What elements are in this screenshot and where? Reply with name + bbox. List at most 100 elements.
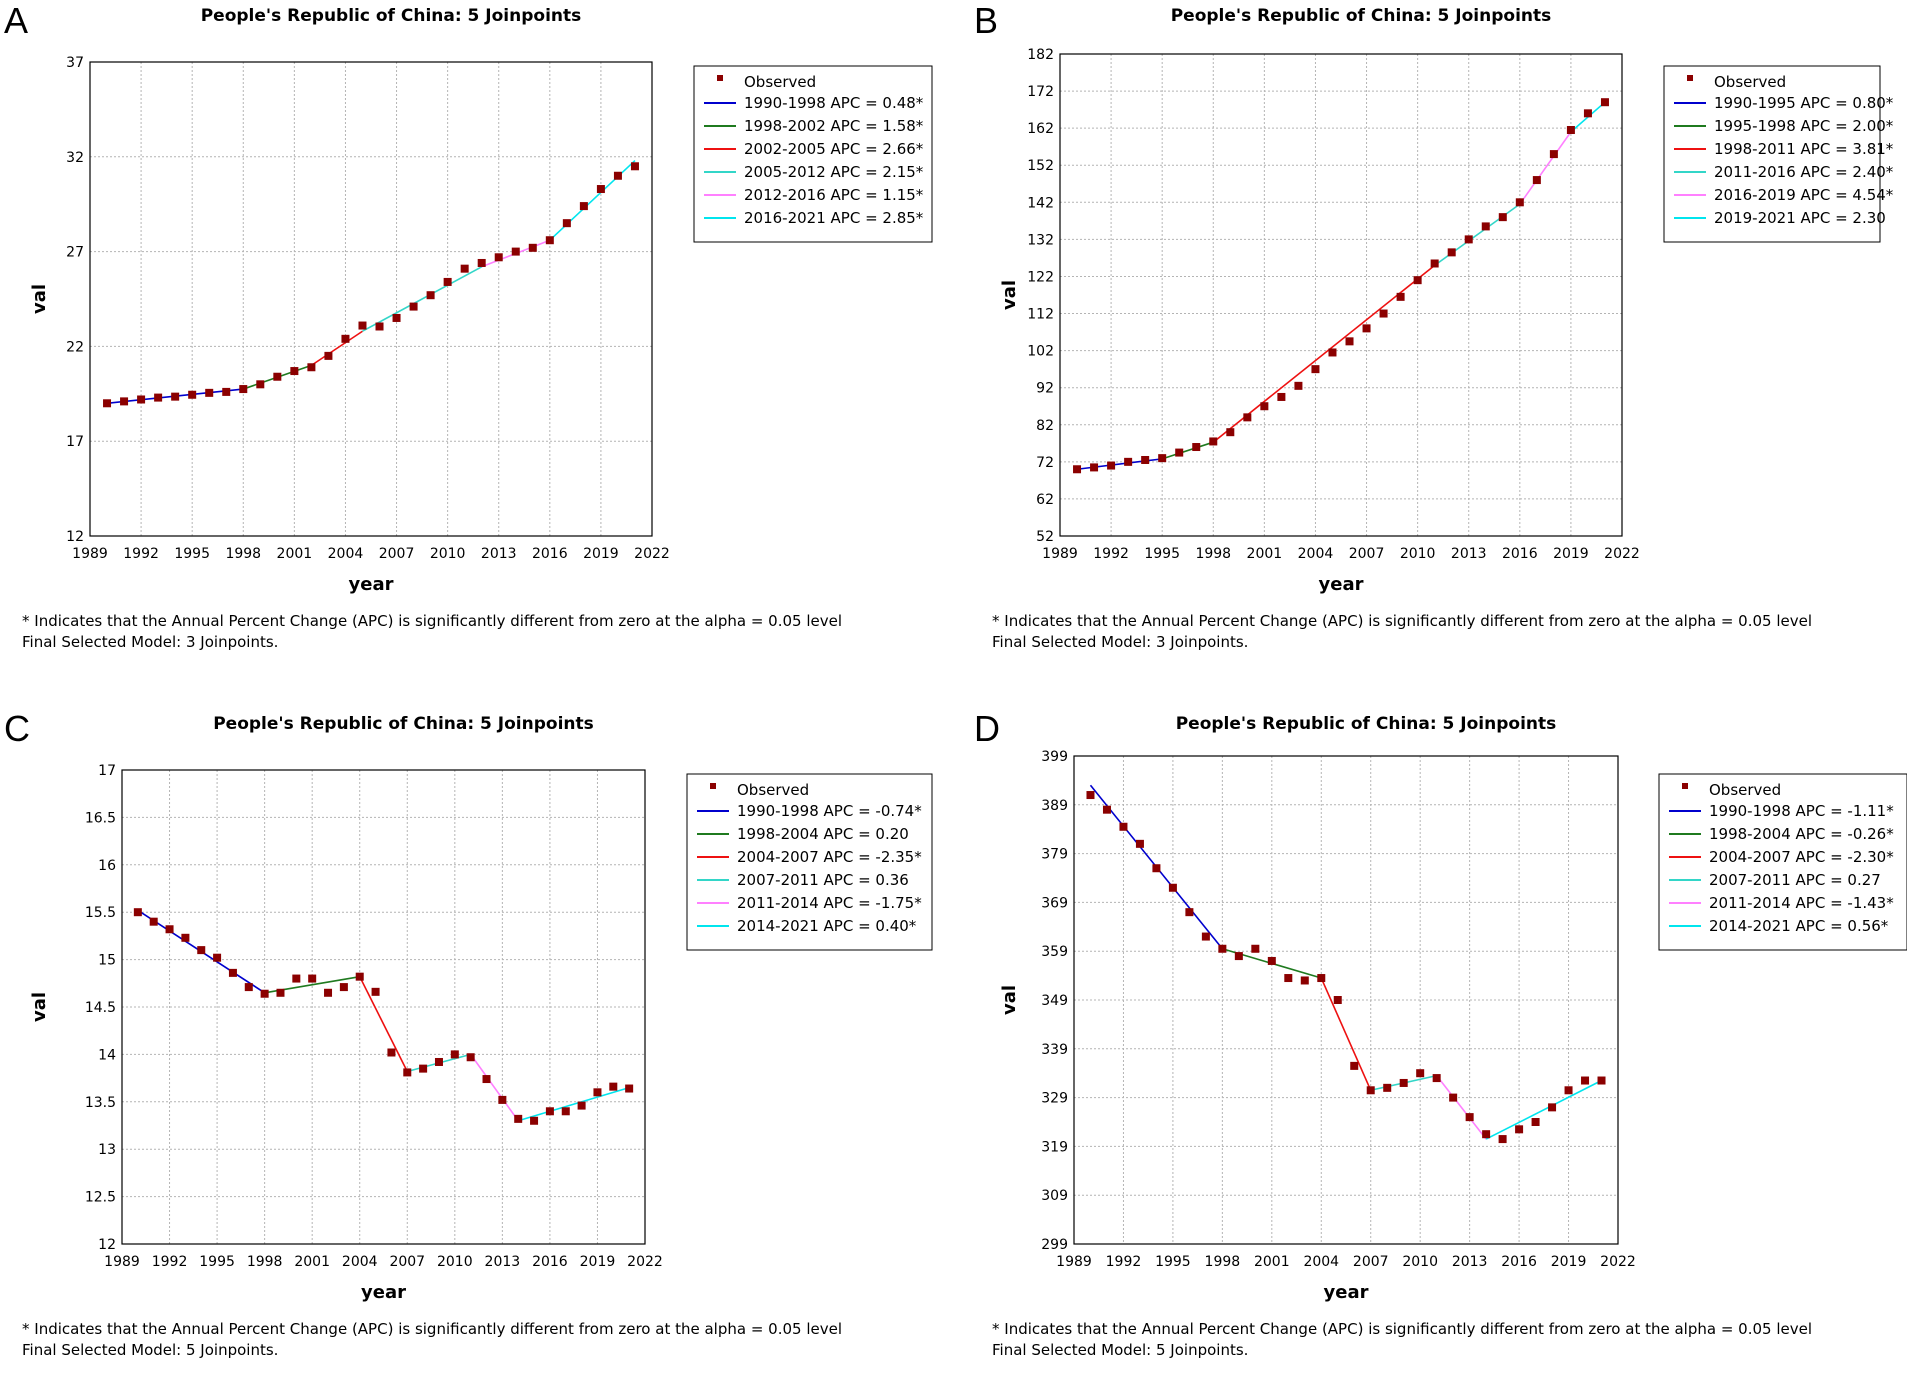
observed-point xyxy=(450,1050,459,1059)
observed-point xyxy=(1531,1118,1540,1126)
panel-a: A People's Republic of China: 5 Joinpoin… xyxy=(0,0,953,681)
observed-point xyxy=(1350,1061,1359,1070)
legend-entry-label: 1990-1998 APC = -0.74* xyxy=(737,802,922,820)
trend-segment-line xyxy=(1519,131,1572,205)
x-tick-label: 2016 xyxy=(532,1254,568,1270)
observed-point xyxy=(528,243,537,252)
observed-point xyxy=(154,393,163,402)
legend-entry-label: 2011-2014 APC = -1.43* xyxy=(1709,894,1894,912)
observed-point xyxy=(1548,1103,1557,1112)
y-tick-label: 389 xyxy=(1041,798,1068,814)
observed-point xyxy=(1482,1130,1491,1139)
legend-entry-label: 2007-2011 APC = 0.27 xyxy=(1709,871,1881,889)
x-tick-label: 1998 xyxy=(1205,1254,1241,1270)
x-tick-label: 2013 xyxy=(485,1254,521,1270)
observed-point xyxy=(625,1084,634,1093)
x-tick-label: 2019 xyxy=(1553,546,1589,562)
y-tick-label: 172 xyxy=(1027,84,1054,100)
observed-point xyxy=(494,253,503,262)
observed-point xyxy=(1597,1076,1606,1085)
trend-segment-line xyxy=(1161,441,1214,460)
y-tick-label: 37 xyxy=(66,55,84,71)
observed-point xyxy=(1277,392,1286,401)
y-tick-label: 12 xyxy=(98,1237,116,1253)
x-tick-label: 2010 xyxy=(1400,546,1436,562)
y-tick-label: 112 xyxy=(1027,307,1054,323)
y-tick-label: 22 xyxy=(66,339,84,355)
observed-point xyxy=(1447,248,1456,257)
observed-point xyxy=(1396,292,1405,301)
x-tick-label: 2001 xyxy=(294,1254,330,1270)
observed-point xyxy=(308,974,317,983)
final-model-note: Final Selected Model: 3 Joinpoints. xyxy=(22,633,279,651)
observed-point xyxy=(1362,324,1371,333)
observed-point xyxy=(1243,413,1252,422)
significance-footnote: * Indicates that the Annual Percent Chan… xyxy=(22,1320,842,1338)
final-model-note: Final Selected Model: 5 Joinpoints. xyxy=(992,1341,1249,1359)
observed-point xyxy=(276,988,285,997)
x-tick-label: 2004 xyxy=(1303,1254,1339,1270)
y-tick-label: 349 xyxy=(1041,993,1068,1009)
observed-point xyxy=(1515,1125,1524,1134)
trend-segment-line xyxy=(1076,458,1163,471)
observed-point xyxy=(165,925,174,934)
x-tick-label: 2016 xyxy=(532,546,568,562)
observed-point xyxy=(1379,309,1388,318)
legend-entry-label: 1998-2004 APC = -0.26* xyxy=(1709,825,1894,843)
observed-point xyxy=(1515,198,1524,207)
x-tick-label: 2010 xyxy=(437,1254,473,1270)
observed-point xyxy=(1549,150,1558,159)
observed-point xyxy=(1185,908,1194,917)
legend-entry-label: 2002-2005 APC = 2.66* xyxy=(744,140,924,158)
legend-entry-label: 2019-2021 APC = 2.30 xyxy=(1714,209,1886,227)
observed-point xyxy=(1192,443,1201,452)
chart-a: People's Republic of China: 5 Joinpoints… xyxy=(29,6,933,595)
observed-point xyxy=(181,933,190,942)
final-model-note: Final Selected Model: 3 Joinpoints. xyxy=(992,633,1249,651)
trend-segment-line xyxy=(362,266,483,332)
panel-letter: A xyxy=(4,0,29,41)
observed-point xyxy=(1430,259,1439,268)
legend-entry-label: 2011-2014 APC = -1.75* xyxy=(737,894,922,912)
legend-entry-label: 1998-2004 APC = 0.20 xyxy=(737,825,909,843)
y-tick-label: 162 xyxy=(1027,121,1054,137)
x-tick-label: 2001 xyxy=(277,546,313,562)
observed-point xyxy=(213,953,222,962)
observed-point xyxy=(1566,126,1575,135)
observed-point xyxy=(358,321,367,330)
observed-point xyxy=(1300,976,1309,985)
x-tick-label: 2013 xyxy=(481,546,517,562)
x-tick-label: 2022 xyxy=(1600,1254,1636,1270)
y-tick-label: 12.5 xyxy=(85,1190,116,1206)
y-tick-label: 379 xyxy=(1041,847,1068,863)
legend-box xyxy=(693,65,933,243)
observed-point xyxy=(1284,974,1293,983)
observed-point xyxy=(371,987,380,996)
chart-title: People's Republic of China: 5 Joinpoints xyxy=(1171,6,1552,26)
observed-point xyxy=(339,983,348,992)
x-tick-label: 1995 xyxy=(174,546,210,562)
legend-observed-marker xyxy=(710,783,716,789)
x-tick-label: 1989 xyxy=(1056,1254,1092,1270)
y-tick-label: 152 xyxy=(1027,158,1054,174)
observed-point xyxy=(1267,956,1276,965)
chart-b: People's Republic of China: 5 Joinpoints… xyxy=(999,6,1894,595)
observed-point xyxy=(482,1075,491,1084)
legend-observed-marker xyxy=(1682,783,1688,789)
x-tick-label: 2004 xyxy=(328,546,364,562)
trend-segment-line xyxy=(1434,203,1521,266)
observed-point xyxy=(545,236,554,245)
significance-footnote: * Indicates that the Annual Percent Chan… xyxy=(992,612,1812,630)
trend-segment-line xyxy=(310,330,363,367)
legend-observed-marker xyxy=(717,75,723,81)
x-tick-label: 1989 xyxy=(1042,546,1078,562)
observed-point xyxy=(1311,365,1320,374)
y-tick-label: 14 xyxy=(98,1047,116,1063)
legend-entry-label: 2012-2016 APC = 1.15* xyxy=(744,186,924,204)
observed-point xyxy=(1432,1074,1441,1083)
observed-point xyxy=(426,291,435,300)
observed-point xyxy=(197,946,206,955)
observed-point xyxy=(1152,864,1161,873)
observed-point xyxy=(1413,276,1422,285)
legend-entry-label: 1995-1998 APC = 2.00* xyxy=(1714,117,1894,135)
